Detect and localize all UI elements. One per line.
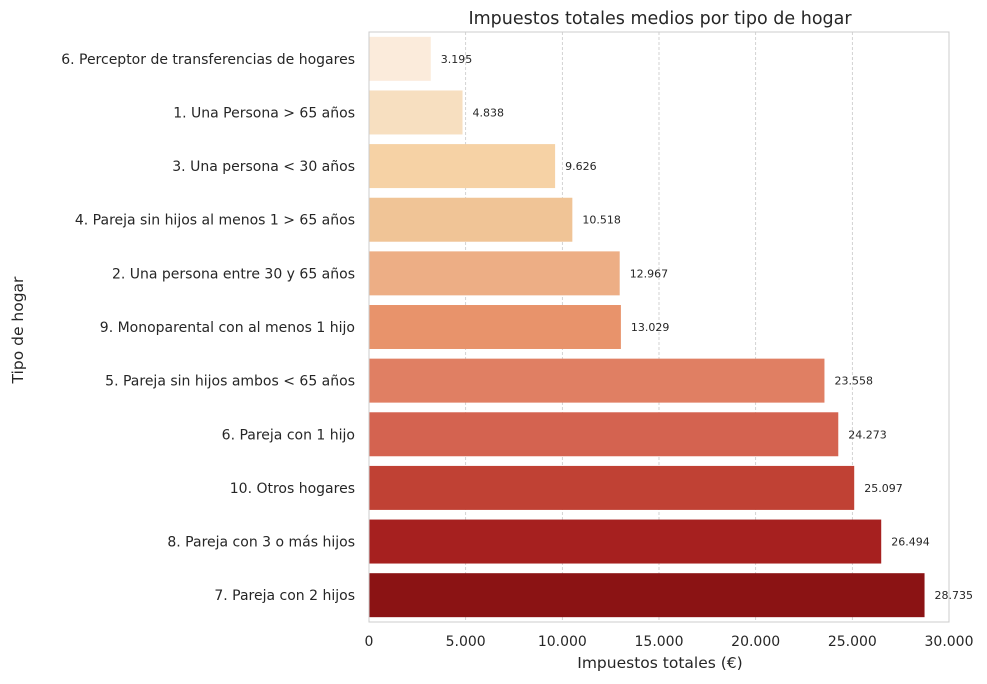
- value-label: 3.195: [441, 53, 473, 66]
- value-label: 13.029: [631, 321, 670, 334]
- bar: [369, 573, 925, 618]
- category-label: 4. Pareja sin hijos al menos 1 > 65 años: [75, 213, 355, 229]
- category-label: 2. Una persona entre 30 y 65 años: [112, 266, 355, 282]
- x-tick-label: 0: [365, 634, 374, 650]
- value-labels: 3.195 4.838 9.626 10.518 12.967 13.029 23.558 2…: [441, 53, 973, 602]
- bar: [369, 519, 882, 564]
- value-label: 4.838: [473, 106, 505, 119]
- x-tick-label: 30.000: [925, 634, 974, 650]
- category-label: 9. Monoparental con al menos 1 hijo: [100, 320, 355, 336]
- bar: [369, 36, 431, 81]
- x-tick-label: 5.000: [446, 634, 486, 650]
- x-tick-label: 20.000: [731, 634, 780, 650]
- chart-title: Impuestos totales medios por tipo de hog…: [468, 9, 852, 29]
- category-label: 8. Pareja con 3 o más hijos: [167, 535, 355, 551]
- value-label: 24.273: [848, 428, 887, 441]
- category-label: 5. Pareja sin hijos ambos < 65 años: [105, 374, 355, 390]
- category-label: 1. Una Persona > 65 años: [173, 105, 355, 121]
- bar: [369, 412, 839, 457]
- x-tick-label: 25.000: [828, 634, 877, 650]
- category-label: 7. Pareja con 2 hijos: [214, 588, 355, 604]
- bar: [369, 90, 463, 135]
- bar: [369, 358, 825, 403]
- bar: [369, 465, 855, 510]
- value-label: 28.735: [935, 589, 974, 602]
- value-label: 25.097: [864, 482, 903, 495]
- bar: [369, 251, 620, 296]
- category-label: 6. Perceptor de transferencias de hogare…: [61, 52, 355, 68]
- value-label: 26.494: [891, 536, 930, 549]
- bars: [369, 36, 925, 618]
- bar: [369, 197, 573, 242]
- plot-frame: [368, 31, 950, 623]
- category-label: 3. Una persona < 30 años: [172, 159, 355, 175]
- category-label: 10. Otros hogares: [230, 481, 355, 497]
- category-labels: 6. Perceptor de transferencias de hogare…: [61, 52, 355, 604]
- x-tick-labels: 0 5.000 10.000 15.000 20.000 25.000 30.000: [365, 634, 974, 650]
- x-tick-label: 10.000: [538, 634, 587, 650]
- value-label: 12.967: [630, 267, 669, 280]
- category-label: 6. Pareja con 1 hijo: [222, 427, 355, 443]
- value-label: 23.558: [834, 375, 873, 388]
- value-label: 9.626: [565, 160, 597, 173]
- bar: [369, 144, 556, 189]
- value-label: 10.518: [582, 214, 621, 227]
- bar: [369, 305, 621, 349]
- x-axis-title: Impuestos totales (€): [577, 654, 742, 672]
- y-axis-title: Tipo de hogar: [9, 276, 27, 384]
- x-tick-label: 15.000: [635, 634, 684, 650]
